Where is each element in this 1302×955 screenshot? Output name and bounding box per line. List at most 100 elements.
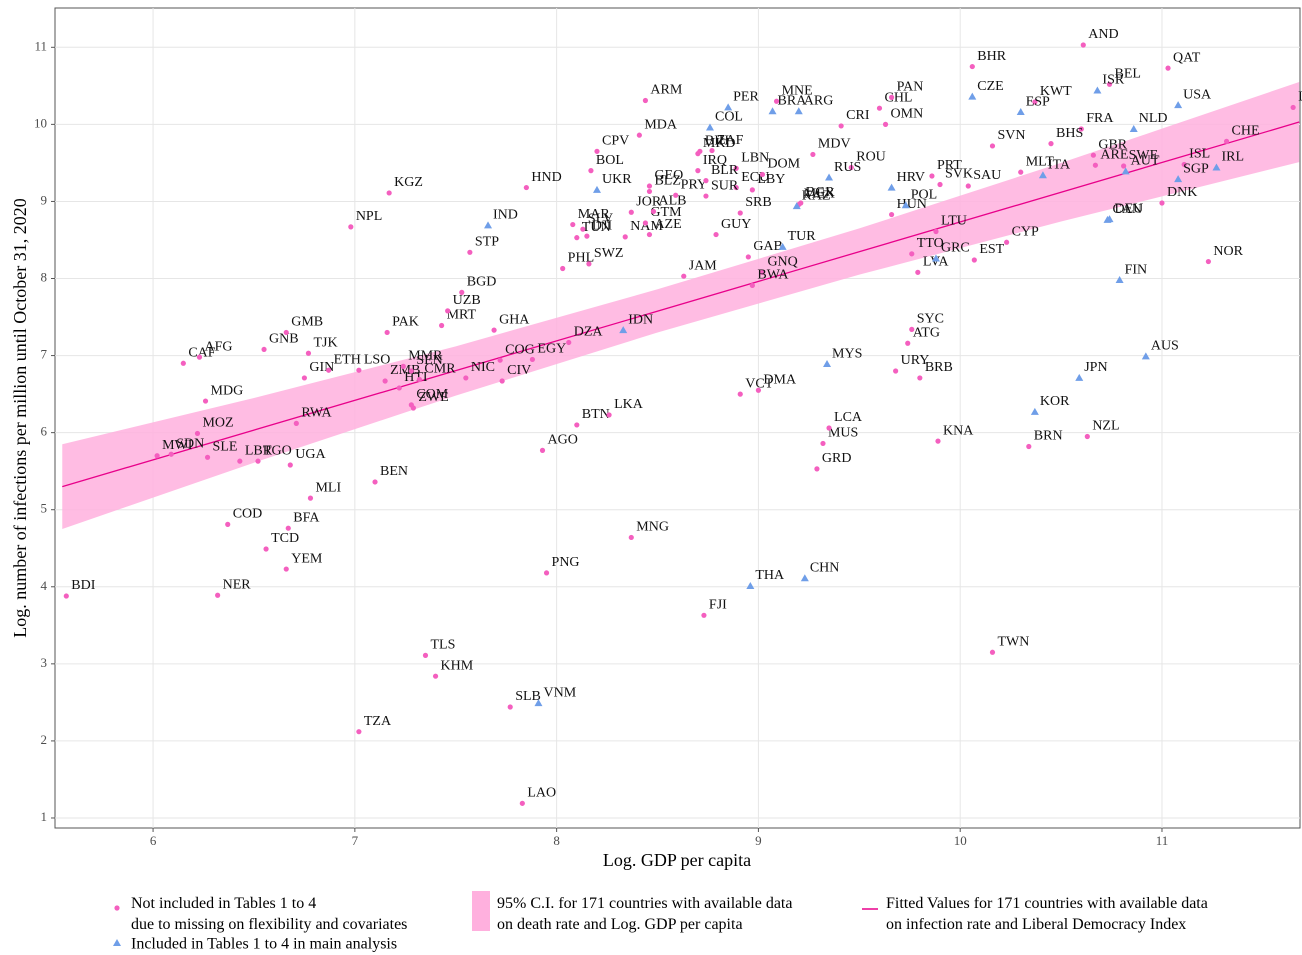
point (733, 165, 739, 171)
point (713, 231, 719, 238)
point (543, 570, 550, 576)
point-label: JAM (689, 258, 718, 273)
point-label: BHR (977, 49, 1006, 64)
point-label: DJI (592, 218, 613, 233)
point-label: SLE (213, 440, 238, 455)
point (755, 387, 762, 393)
point (931, 254, 940, 262)
point-label: COM (416, 387, 448, 402)
point-label: MUS (828, 426, 858, 441)
point-label: ARM (650, 83, 682, 98)
x-tick-label: 9 (755, 833, 762, 848)
point (519, 800, 525, 806)
point (1205, 258, 1211, 265)
point-label: AUS (1151, 339, 1179, 354)
point-label: CZE (977, 79, 1003, 94)
point-label: MEX (804, 187, 835, 202)
point (909, 251, 915, 257)
point (1026, 443, 1032, 450)
point-label: MWI (162, 438, 193, 453)
point (348, 224, 354, 230)
point (697, 148, 703, 154)
point (570, 221, 576, 228)
point (326, 367, 332, 373)
point-label: SYC (917, 312, 944, 327)
point (703, 193, 709, 199)
point-label: MLI (315, 480, 341, 495)
point-label: ZMB (390, 363, 420, 378)
point (202, 398, 209, 404)
point-label: GTM (650, 205, 682, 220)
point (622, 234, 628, 240)
point (539, 447, 546, 453)
point-label: USA (1183, 87, 1212, 102)
point (215, 592, 221, 598)
point (497, 357, 503, 363)
point (642, 220, 649, 226)
point (432, 673, 439, 679)
point (909, 326, 915, 332)
point-label: HRV (897, 170, 925, 185)
point (1121, 163, 1127, 169)
point (733, 184, 739, 191)
point (439, 322, 445, 329)
point (225, 521, 231, 527)
point-label: FJI (709, 598, 727, 613)
point (759, 269, 766, 275)
point-label: OMN (891, 107, 924, 122)
y-tick-label: 8 (41, 269, 48, 284)
point (484, 221, 493, 229)
point-label: NPL (356, 209, 382, 224)
point (933, 228, 939, 235)
point-label: DNK (1167, 185, 1197, 200)
point (1165, 65, 1171, 71)
point (823, 360, 832, 368)
point (293, 420, 299, 426)
point (285, 525, 291, 531)
point-label: SWE (1129, 148, 1159, 163)
point (888, 211, 895, 218)
point-label: TGO (263, 443, 292, 458)
point-label: LBR (245, 443, 273, 458)
point-label: IDN (628, 312, 653, 327)
point (1121, 167, 1130, 175)
point-label: BDI (71, 578, 95, 593)
point (283, 329, 289, 336)
point-label: HTI (404, 370, 428, 385)
point-label: ARG (804, 93, 834, 108)
point-label: TZA (364, 714, 392, 729)
point-label: BGD (467, 275, 497, 290)
y-tick-label: 4 (41, 578, 48, 593)
point-label: QAT (1173, 50, 1201, 65)
y-tick-label: 2 (41, 732, 48, 747)
point-label: BRB (925, 360, 953, 375)
point (1174, 101, 1183, 109)
point-label: BFA (293, 510, 320, 525)
point-label: GUY (721, 217, 751, 232)
point (646, 183, 653, 189)
point-label: JPN (1084, 360, 1107, 375)
point-label: TUR (788, 229, 817, 244)
point (893, 368, 899, 374)
legend-label: Fitted Values for 171 countries with ava… (886, 895, 1208, 933)
point-label: SVN (997, 128, 1025, 143)
point (619, 326, 628, 334)
point-label: EGY (537, 342, 566, 357)
point-label: CRI (846, 108, 870, 123)
x-tick-label: 8 (553, 833, 560, 848)
point (905, 340, 911, 346)
point (507, 704, 513, 710)
point (882, 121, 889, 127)
point (1030, 407, 1039, 415)
point (386, 190, 392, 196)
point-label: LBN (741, 151, 769, 166)
point-label: THA (755, 568, 785, 583)
y-tick-label: 11 (34, 38, 47, 53)
point-label: NAM (630, 219, 663, 234)
point-label: MYS (832, 346, 862, 361)
point-label: FRA (1086, 111, 1114, 126)
point-label: HND (531, 170, 561, 185)
point-label: MAR (578, 207, 611, 222)
point-label: KWT (1040, 84, 1072, 99)
